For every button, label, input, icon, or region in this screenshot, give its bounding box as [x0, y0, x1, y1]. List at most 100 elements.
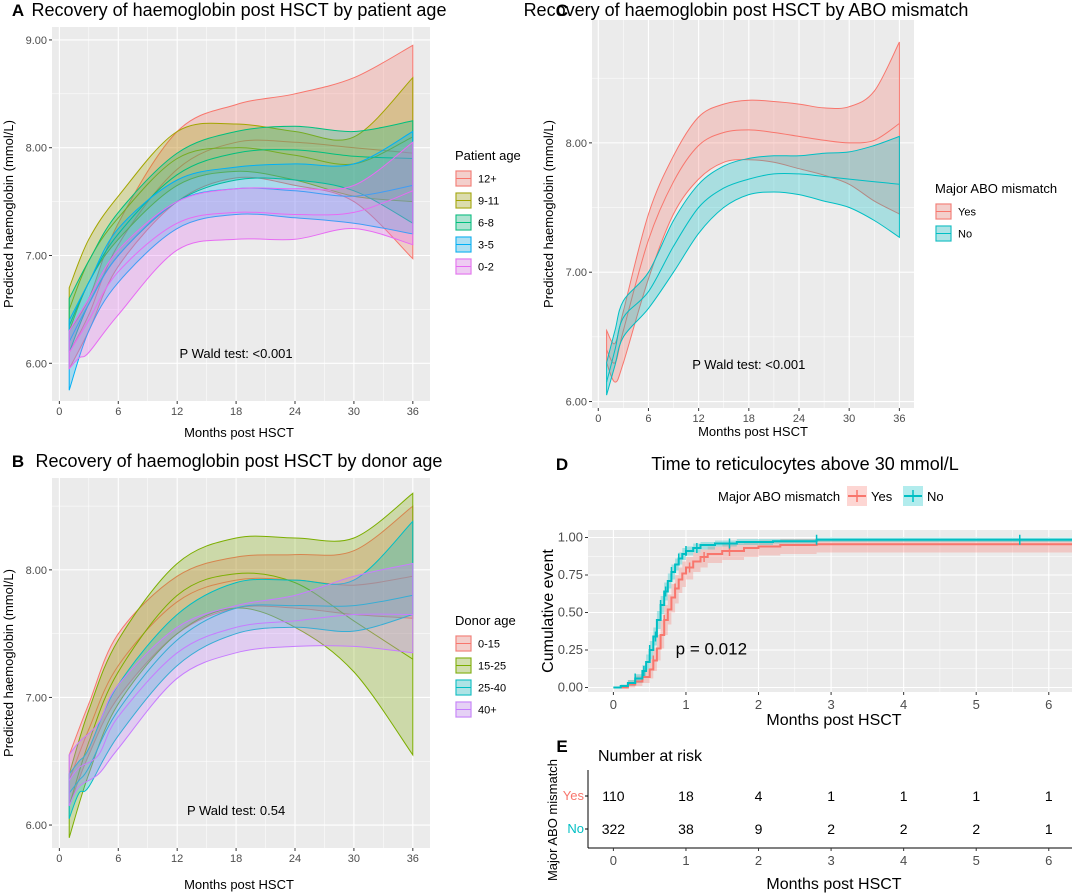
- y-axis-title: Major ABO mismatch: [545, 759, 560, 881]
- panel-label-C: C: [556, 1, 568, 20]
- risk-cell: 1: [1045, 821, 1053, 837]
- x-tick-label: 0: [610, 697, 617, 712]
- y-tick-label: 7.00: [26, 692, 47, 704]
- x-tick-label: 5: [973, 697, 980, 712]
- x-tick-label: 24: [289, 853, 301, 865]
- chart-title-C: Recovery of haemoglobin post HSCT by ABO…: [524, 0, 969, 20]
- risk-cell: 4: [755, 788, 763, 804]
- risk-cell: 2: [827, 821, 835, 837]
- panel-A: A Recovery of haemoglobin post HSCT by pa…: [1, 0, 521, 440]
- legend-label-No: No: [958, 229, 972, 241]
- x-tick-label: 6: [115, 406, 121, 418]
- p-value-annotation: p = 0.012: [676, 640, 747, 659]
- x-tick-label: 4: [900, 853, 907, 868]
- risk-cell: 1: [972, 788, 980, 804]
- plot-background: [592, 20, 914, 408]
- wald-test-annotation: P Wald test: <0.001: [180, 346, 293, 361]
- y-tick-label: 0.50: [558, 605, 583, 620]
- ribbon-9-11: [68, 76, 414, 332]
- risk-cell: 18: [678, 788, 694, 804]
- x-tick-label: 30: [348, 406, 360, 418]
- x-tick-label: 24: [289, 406, 301, 418]
- panel-label-D: D: [556, 455, 568, 474]
- fit-line-0-2: [68, 190, 413, 353]
- x-tick-label: 3: [827, 697, 834, 712]
- legend-label-9-11: 9-11: [478, 196, 499, 208]
- x-tick-label: 18: [743, 413, 755, 425]
- wald-test-annotation: P Wald test: <0.001: [692, 357, 805, 372]
- x-tick-label: 0: [610, 853, 617, 868]
- y-tick-label: 6.00: [26, 820, 47, 832]
- y-tick-label: 8.00: [26, 565, 47, 577]
- chart-title-A: Recovery of haemoglobin post HSCT by pat…: [32, 0, 447, 20]
- series-layer: [606, 41, 900, 396]
- fit-line-No: [606, 172, 900, 383]
- risk-cell: 110: [602, 788, 625, 804]
- chart-title-D: Time to reticulocytes above 30 mmol/L: [651, 454, 958, 474]
- x-tick-label: 24: [793, 413, 805, 425]
- x-tick-label: 36: [407, 406, 419, 418]
- x-tick-label: 5: [973, 853, 980, 868]
- legend-title: Patient age: [455, 148, 521, 163]
- x-tick-label: 1: [682, 853, 689, 868]
- risk-cell: 1: [1045, 788, 1053, 804]
- legend-title: Major ABO mismatch: [935, 181, 1057, 196]
- x-tick-label: 0: [56, 853, 62, 865]
- x-tick-label: 12: [693, 413, 705, 425]
- series-layer: [613, 534, 1072, 689]
- fit-line-12+: [68, 139, 413, 353]
- panel-B: B Recovery of haemoglobin post HSCT by do…: [1, 451, 516, 892]
- legend-title: Donor age: [455, 613, 516, 628]
- x-axis-title: Months post HSCT: [184, 877, 294, 892]
- x-tick-label: 3: [827, 853, 834, 868]
- x-tick-label: 4: [900, 697, 907, 712]
- legend-label-15-25: 15-25: [478, 661, 506, 673]
- fit-line-15-25: [68, 572, 414, 807]
- legend-label-Yes: Yes: [958, 207, 976, 219]
- panel-label-B: B: [12, 452, 24, 471]
- ribbon-No: [606, 135, 900, 396]
- y-axis-title: Predicted haemoglobin (mmol/L): [1, 120, 16, 308]
- plot-background: [52, 478, 430, 848]
- y-tick-label: 0.25: [558, 642, 583, 657]
- chart-title-B: Recovery of haemoglobin post HSCT by don…: [36, 451, 443, 471]
- x-axis-title: Months post HSCT: [698, 424, 808, 439]
- legend-label-3-5: 3-5: [478, 240, 494, 252]
- legend-label-40+: 40+: [478, 705, 497, 717]
- y-tick-label: 0.00: [558, 680, 583, 695]
- x-tick-label: 2: [755, 853, 762, 868]
- x-tick-label: 18: [230, 853, 242, 865]
- x-tick-label: 2: [755, 697, 762, 712]
- x-tick-label: 6: [645, 413, 651, 425]
- fit-line-Yes: [606, 123, 900, 364]
- legend-label-6-8: 6-8: [478, 218, 494, 230]
- x-tick-label: 0: [595, 413, 601, 425]
- x-tick-label: 36: [893, 413, 905, 425]
- fit-line-40+: [68, 613, 413, 781]
- risk-cell: 9: [755, 821, 763, 837]
- x-tick-label: 6: [115, 853, 121, 865]
- risk-cell: 322: [602, 821, 626, 837]
- y-axis-title: Predicted haemoglobin (mmol/L): [1, 569, 16, 757]
- x-tick-label: 6: [1045, 853, 1052, 868]
- x-axis-title: Months post HSCT: [766, 876, 901, 893]
- x-tick-label: 1: [682, 697, 689, 712]
- y-tick-label: 6.00: [566, 397, 587, 409]
- x-tick-label: 30: [843, 413, 855, 425]
- legend-label-0-15: 0-15: [478, 639, 500, 651]
- risk-row-label-Yes: Yes: [563, 788, 585, 803]
- ribbon-15-25: [68, 492, 414, 838]
- km-curve-Yes: [613, 543, 1072, 689]
- x-tick-label: 0: [56, 406, 62, 418]
- y-axis-title: Cumulative event: [540, 549, 557, 673]
- panel-label-A: A: [12, 1, 24, 20]
- x-axis-title: Months post HSCT: [766, 712, 901, 729]
- y-tick-label: 8.00: [26, 143, 47, 155]
- y-tick-label: 1.00: [558, 530, 583, 545]
- wald-test-annotation: P Wald test: 0.54: [187, 803, 285, 818]
- y-tick-label: 8.00: [566, 138, 587, 150]
- legend-label-Yes: Yes: [871, 489, 893, 504]
- x-tick-label: 12: [171, 853, 183, 865]
- y-tick-label: 7.00: [566, 267, 587, 279]
